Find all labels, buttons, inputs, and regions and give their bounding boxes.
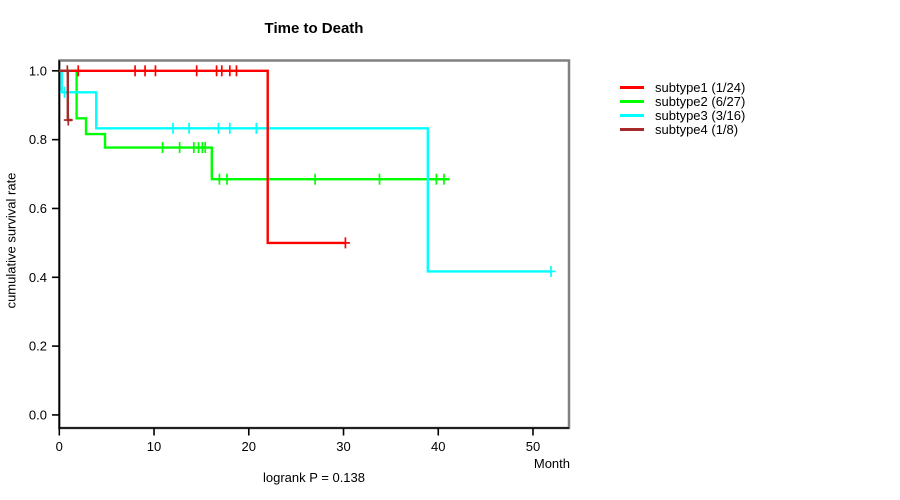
y-tick-label: 0.4	[29, 270, 47, 285]
y-axis-title: cumulative survival rate	[3, 172, 19, 309]
legend-item-subtype1: subtype1 (1/24)	[620, 79, 746, 95]
survival-curve-subtype2	[59, 69, 450, 181]
legend-line-icon	[620, 127, 644, 131]
y-tick-label: 0.0	[29, 407, 47, 422]
x-tick-label: 40	[431, 439, 445, 454]
legend-label: subtype4 (1/8)	[655, 121, 739, 137]
y-tick-label: 1.0	[29, 63, 47, 78]
legend-line-icon	[620, 99, 644, 103]
page-title: Time to Death	[264, 20, 364, 37]
x-tick-label: 50	[526, 439, 540, 454]
x-tick-label: 0	[56, 439, 63, 454]
survival-curves-layer	[59, 65, 556, 277]
plot-box-border	[58, 59, 571, 430]
legend: subtype1 (1/24) subtype2 (6/27) subtype3 (…	[620, 79, 746, 137]
y-tick-label: 0.2	[29, 339, 47, 354]
legend-label: subtype2 (6/27)	[655, 93, 746, 109]
survival-curve-subtype3	[59, 69, 551, 273]
survival-curve-subtype1	[59, 69, 346, 245]
legend-item-subtype4: subtype4 (1/8)	[620, 121, 745, 137]
y-tick-label: 0.8	[29, 132, 47, 147]
legend-line-icon	[620, 113, 644, 117]
legend-label: subtype3 (3/16)	[655, 107, 746, 123]
x-tick-label: 20	[242, 439, 256, 454]
legend-item-subtype2: subtype2 (6/27)	[620, 93, 746, 109]
legend-line-icon	[620, 85, 644, 89]
y-tick-label: 0.6	[29, 201, 47, 216]
x-tick-label: 30	[336, 439, 350, 454]
legend-label: subtype1 (1/24)	[655, 79, 746, 95]
legend-item-subtype3: subtype3 (3/16)	[620, 107, 746, 123]
logrank-p-value: logrank P = 0.138	[262, 470, 366, 485]
x-tick-label: 10	[147, 439, 161, 454]
x-axis-title: Month	[533, 456, 570, 471]
axis-ticks-layer: 0 10 20 30 40 50 0.0 0.2 0.4 0.6 0.8 1.0	[29, 63, 540, 454]
